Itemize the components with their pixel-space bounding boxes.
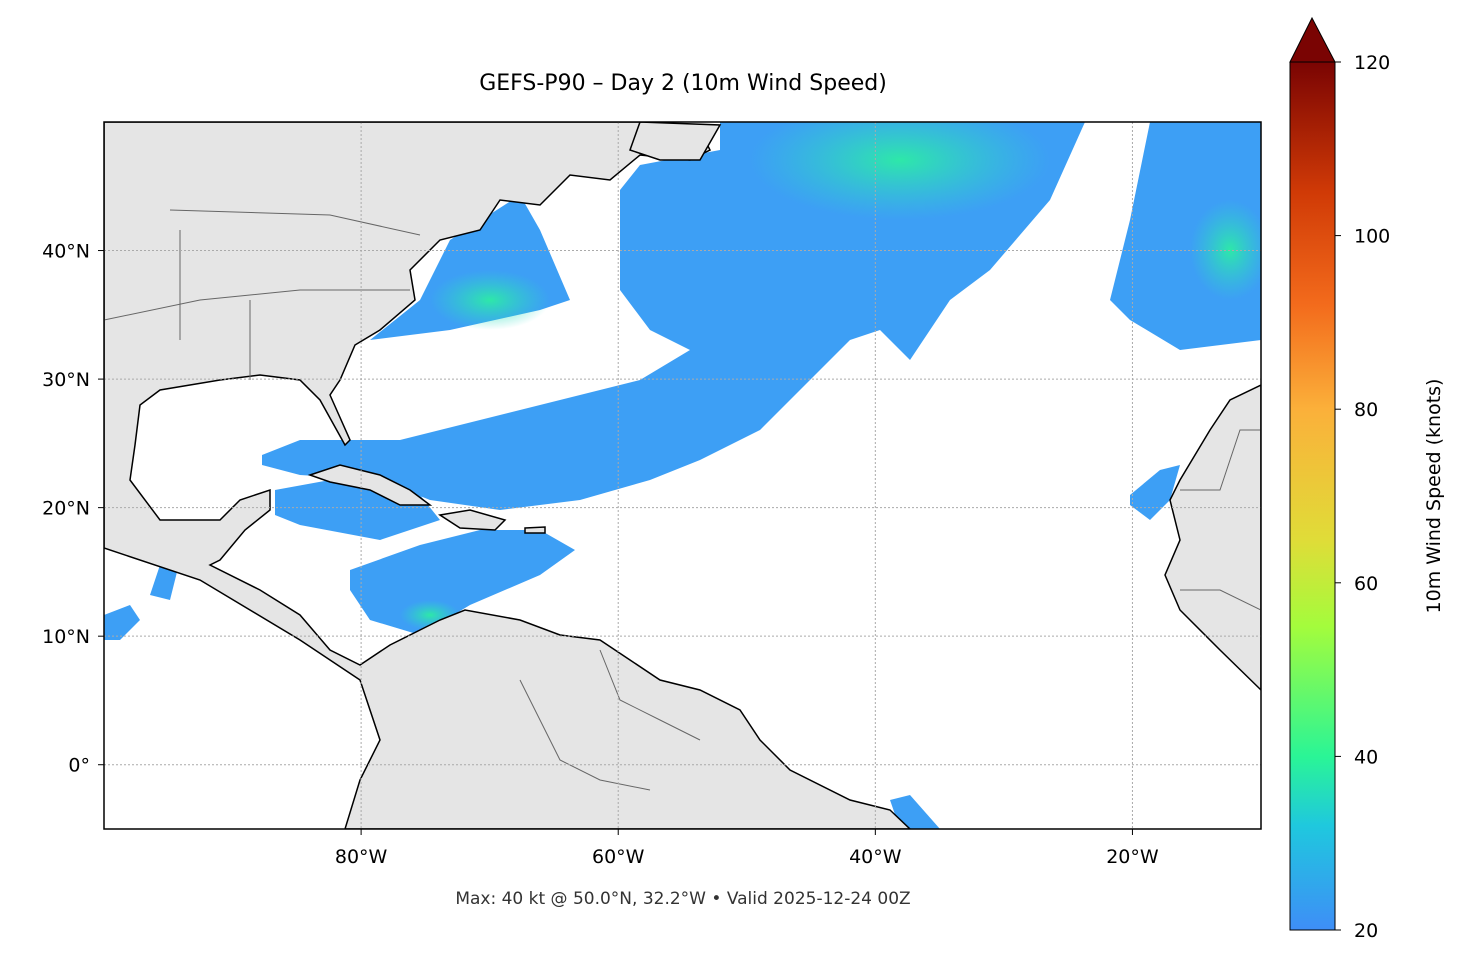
borders bbox=[104, 209, 1261, 791]
colorbar-tick-label: 40 bbox=[1354, 746, 1378, 768]
x-tick-label: 20°W bbox=[1106, 846, 1159, 868]
x-tick-label: 40°W bbox=[849, 846, 902, 868]
colorbar-label: 10m Wind Speed (knots) bbox=[1423, 379, 1445, 614]
x-tick-label: 60°W bbox=[592, 846, 645, 868]
y-tick-label: 30°N bbox=[42, 369, 90, 391]
colorbar-tick-label: 60 bbox=[1354, 573, 1378, 595]
colorbar-tick-label: 120 bbox=[1354, 52, 1390, 74]
wind-field bbox=[104, 122, 1261, 829]
y-tick-label: 10°N bbox=[42, 626, 90, 648]
y-tick-label: 40°N bbox=[42, 241, 90, 263]
grid bbox=[104, 122, 1261, 829]
colorbar-extend bbox=[1289, 16, 1336, 63]
map bbox=[104, 122, 1261, 829]
colorbar-tick-label: 20 bbox=[1354, 920, 1378, 942]
y-tick-label: 0° bbox=[68, 755, 90, 777]
colorbar bbox=[1289, 61, 1336, 931]
footer: Max: 40 kt @ 50.0°N, 32.2°W • Valid 2025… bbox=[455, 889, 910, 909]
chart-title: GEFS-P90 – Day 2 (10m Wind Speed) bbox=[479, 71, 887, 96]
land bbox=[104, 122, 1261, 829]
colorbar-tick-label: 80 bbox=[1354, 399, 1378, 421]
x-tick-label: 80°W bbox=[335, 846, 388, 868]
y-tick-label: 20°N bbox=[42, 498, 90, 520]
map-frame bbox=[103, 121, 1262, 830]
colorbar-tick-label: 100 bbox=[1354, 226, 1390, 248]
